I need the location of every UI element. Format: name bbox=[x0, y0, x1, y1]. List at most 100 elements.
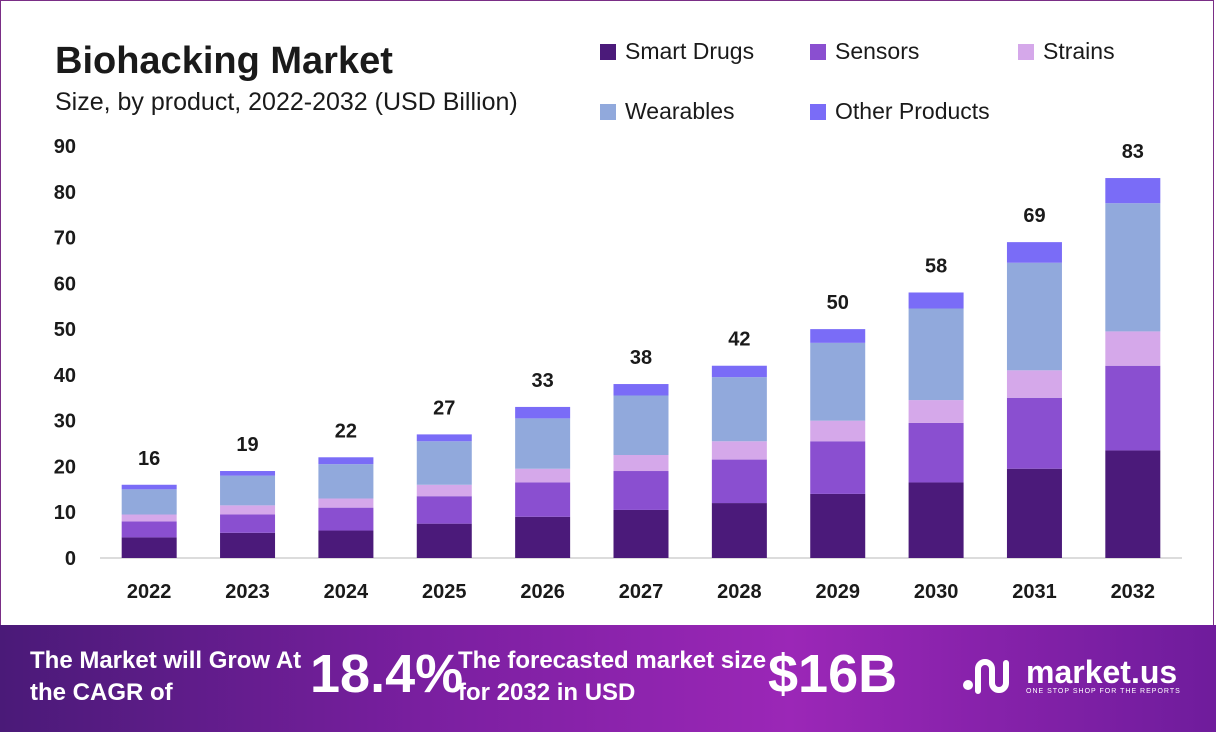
bar-segment-other-products bbox=[1105, 178, 1161, 204]
bar-segment-sensors bbox=[711, 459, 767, 504]
y-tick-label: 20 bbox=[54, 456, 76, 478]
legend-item-wearables: Wearables bbox=[600, 98, 735, 125]
bar-segment-sensors bbox=[220, 514, 276, 533]
bar-segment-wearables bbox=[810, 342, 866, 421]
forecast-value: $16B bbox=[768, 644, 898, 704]
bar-segment-other-products bbox=[613, 384, 669, 396]
bar-segment-strains bbox=[416, 484, 472, 497]
legend-label: Wearables bbox=[625, 98, 735, 124]
bar-segment-sensors bbox=[416, 496, 472, 524]
bar-total-label: 22 bbox=[335, 420, 357, 442]
x-tick-label: 2032 bbox=[1111, 581, 1156, 603]
market-us-logo-icon bbox=[963, 659, 1009, 694]
bar-segment-smart-drugs bbox=[1006, 468, 1062, 558]
bar-segment-wearables bbox=[318, 464, 374, 499]
bar-segment-sensors bbox=[613, 471, 669, 510]
bar-total-label: 83 bbox=[1122, 141, 1144, 163]
chart-title: Biohacking Market bbox=[55, 40, 393, 82]
bar-segment-smart-drugs bbox=[220, 532, 276, 558]
legend-label: Smart Drugs bbox=[625, 38, 755, 64]
x-tick-label: 2022 bbox=[127, 581, 172, 603]
y-tick-label: 60 bbox=[54, 273, 76, 295]
bar-segment-sensors bbox=[1006, 397, 1062, 469]
x-tick-label: 2031 bbox=[1012, 581, 1057, 603]
legend-label: Sensors bbox=[835, 38, 920, 64]
bar-total-label: 33 bbox=[532, 370, 554, 392]
bar-segment-other-products bbox=[810, 329, 866, 343]
bar-segment-wearables bbox=[515, 418, 571, 469]
bar-segment-wearables bbox=[1006, 262, 1062, 371]
bar-segment-smart-drugs bbox=[1105, 450, 1161, 558]
bar-segment-other-products bbox=[220, 471, 276, 476]
legend-item-smart-drugs: Smart Drugs bbox=[600, 38, 754, 65]
brand-logo: market.us ONE STOP SHOP FOR THE REPORTS bbox=[960, 653, 1181, 697]
x-tick-label: 2026 bbox=[520, 581, 565, 603]
bar-segment-wearables bbox=[908, 308, 964, 401]
bar-segment-smart-drugs bbox=[810, 493, 866, 558]
bar-segment-smart-drugs bbox=[711, 503, 767, 558]
bar-segment-other-products bbox=[908, 292, 964, 309]
chart-subtitle: Size, by product, 2022-2032 (USD Billion… bbox=[55, 88, 518, 116]
bar-total-label: 19 bbox=[236, 434, 258, 456]
x-tick-label: 2028 bbox=[717, 581, 762, 603]
legend-swatch bbox=[810, 103, 826, 120]
cagr-caption: The Market will Grow At the CAGR of bbox=[30, 647, 302, 706]
y-tick-label: 80 bbox=[54, 182, 76, 204]
bar-segment-other-products bbox=[711, 365, 767, 378]
bar-segment-strains bbox=[908, 400, 964, 423]
legend-swatch bbox=[810, 43, 826, 60]
bar-segment-strains bbox=[1105, 331, 1161, 366]
bar-segment-wearables bbox=[220, 475, 276, 506]
cagr-value: 18.4% bbox=[310, 644, 464, 704]
bar-segment-sensors bbox=[515, 482, 571, 517]
x-tick-label: 2024 bbox=[324, 581, 369, 603]
footer-banner: The Market will Grow At the CAGR of 18.4… bbox=[0, 625, 1216, 732]
bar-segment-other-products bbox=[515, 406, 571, 419]
bar-segment-smart-drugs bbox=[416, 523, 472, 558]
bar-segment-strains bbox=[515, 468, 571, 483]
bar-total-label: 16 bbox=[138, 448, 160, 470]
bar-segment-other-products bbox=[1006, 242, 1062, 263]
bar-segment-wearables bbox=[1105, 203, 1161, 332]
bar-segment-strains bbox=[220, 505, 276, 515]
bar-segment-wearables bbox=[711, 377, 767, 442]
legend-swatch bbox=[1018, 43, 1034, 60]
y-tick-label: 0 bbox=[65, 548, 76, 570]
x-tick-label: 2030 bbox=[914, 581, 959, 603]
bar-segment-wearables bbox=[121, 489, 177, 515]
bar-segment-wearables bbox=[416, 441, 472, 485]
bar-segment-sensors bbox=[318, 507, 374, 531]
bar-segment-strains bbox=[613, 455, 669, 472]
bar-segment-smart-drugs bbox=[613, 509, 669, 558]
x-tick-label: 2023 bbox=[225, 581, 270, 603]
bar-total-label: 69 bbox=[1023, 205, 1045, 227]
bar-segment-smart-drugs bbox=[908, 482, 964, 558]
y-tick-label: 10 bbox=[54, 502, 76, 524]
legend-swatch bbox=[600, 43, 616, 60]
y-tick-label: 50 bbox=[54, 319, 76, 341]
bar-segment-other-products bbox=[416, 434, 472, 442]
y-tick-label: 90 bbox=[54, 136, 76, 158]
legend-label: Other Products bbox=[835, 98, 990, 124]
bar-segment-wearables bbox=[613, 395, 669, 455]
brand-tagline: ONE STOP SHOP FOR THE REPORTS bbox=[1026, 687, 1181, 695]
x-tick-label: 2027 bbox=[619, 581, 664, 603]
bar-segment-other-products bbox=[121, 484, 177, 490]
bar-segment-strains bbox=[1006, 370, 1062, 398]
y-tick-label: 40 bbox=[54, 365, 76, 387]
bar-segment-smart-drugs bbox=[318, 530, 374, 558]
bar-segment-other-products bbox=[318, 457, 374, 465]
bar-segment-smart-drugs bbox=[121, 537, 177, 558]
bar-total-label: 38 bbox=[630, 347, 652, 369]
y-tick-label: 70 bbox=[54, 228, 76, 250]
legend-swatch bbox=[600, 103, 616, 120]
x-tick-label: 2029 bbox=[815, 581, 860, 603]
bar-segment-sensors bbox=[908, 422, 964, 483]
x-tick-label: 2025 bbox=[422, 581, 467, 603]
stacked-bar-chart: 0102030405060708090162022192023222024272… bbox=[54, 136, 1182, 603]
legend-label: Strains bbox=[1043, 38, 1115, 64]
bar-segment-strains bbox=[810, 420, 866, 442]
bar-segment-sensors bbox=[1105, 365, 1161, 451]
legend-item-sensors: Sensors bbox=[810, 38, 919, 65]
bar-total-label: 27 bbox=[433, 397, 455, 419]
